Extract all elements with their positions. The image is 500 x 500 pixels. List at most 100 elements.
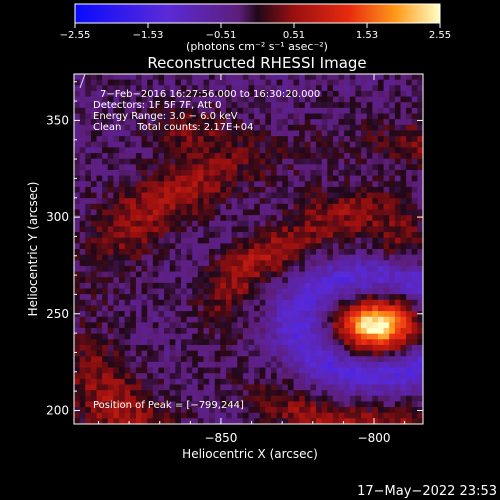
heatmap-cell xyxy=(113,395,120,402)
heatmap-cell xyxy=(90,186,97,193)
heatmap-cell xyxy=(175,107,182,114)
heatmap-cell xyxy=(248,339,255,346)
heatmap-cell xyxy=(349,164,356,171)
heatmap-cell xyxy=(74,119,81,126)
heatmap-cell xyxy=(349,322,356,329)
heatmap-cell xyxy=(158,271,165,278)
heatmap-cell xyxy=(366,90,373,97)
heatmap-cell xyxy=(417,215,424,222)
heatmap-cell xyxy=(135,175,142,182)
heatmap-cell xyxy=(225,249,233,256)
heatmap-cell xyxy=(316,299,323,306)
heatmap-cell xyxy=(192,147,199,154)
heatmap-cell xyxy=(411,373,418,380)
heatmap-cell xyxy=(85,407,92,414)
heatmap-cell xyxy=(135,378,142,385)
heatmap-cell xyxy=(242,333,249,340)
heatmap-cell xyxy=(394,124,401,131)
heatmap-cell xyxy=(90,232,97,239)
heatmap-cell xyxy=(141,344,148,352)
heatmap-cell xyxy=(209,220,216,227)
heatmap-cell xyxy=(394,373,401,380)
heatmap-cell xyxy=(197,299,204,306)
heatmap-cell xyxy=(79,322,86,329)
heatmap-cell xyxy=(158,361,165,368)
heatmap-cell xyxy=(377,350,384,357)
heatmap-cell xyxy=(377,102,384,109)
heatmap-cell xyxy=(74,113,81,120)
heatmap-cell xyxy=(113,356,120,363)
heatmap-cell xyxy=(400,328,407,335)
heatmap-cell xyxy=(265,412,272,419)
heatmap-cell xyxy=(389,373,396,380)
heatmap-cell xyxy=(389,136,396,143)
heatmap-cell xyxy=(135,147,142,154)
heatmap-cell xyxy=(90,350,97,357)
heatmap-cell xyxy=(180,282,187,289)
heatmap-cell xyxy=(259,395,266,402)
heatmap-cell xyxy=(332,254,339,261)
heatmap-cell xyxy=(197,288,204,295)
heatmap-cell xyxy=(276,164,283,171)
heatmap-cell xyxy=(389,384,396,391)
heatmap-cell xyxy=(74,390,81,397)
heatmap-cell xyxy=(130,175,137,182)
heatmap-cell xyxy=(394,356,401,363)
heatmap-cell xyxy=(90,209,97,216)
heatmap-cell xyxy=(164,311,171,318)
heatmap-cell xyxy=(361,226,368,233)
heatmap-cell xyxy=(282,119,289,126)
heatmap-cell xyxy=(124,147,131,154)
heatmap-cell xyxy=(90,305,97,312)
heatmap-cell xyxy=(197,265,204,272)
heatmap-cell xyxy=(338,169,345,177)
heatmap-cell xyxy=(271,407,278,414)
heatmap-cell xyxy=(310,265,317,272)
heatmap-cell xyxy=(293,339,300,346)
heatmap-cell xyxy=(265,350,272,357)
heatmap-cell xyxy=(90,254,97,261)
heatmap-cell xyxy=(158,367,165,374)
heatmap-cell xyxy=(417,136,424,143)
heatmap-cell xyxy=(85,282,92,289)
heatmap-cell xyxy=(361,209,368,216)
heatmap-cell xyxy=(299,265,306,272)
heatmap-cell xyxy=(214,418,221,425)
heatmap-cell xyxy=(259,378,266,385)
heatmap-cell xyxy=(299,390,306,397)
heatmap-cell xyxy=(113,169,120,177)
heatmap-cell xyxy=(271,373,278,380)
heatmap-cell xyxy=(372,107,379,114)
heatmap-cell xyxy=(141,395,148,402)
heatmap-cell xyxy=(107,265,114,272)
heatmap-cell xyxy=(164,141,171,148)
heatmap-cell xyxy=(327,328,334,335)
heatmap-cell xyxy=(209,395,216,402)
heatmap-cell xyxy=(164,395,171,402)
heatmap-cell xyxy=(394,90,401,97)
heatmap-cell xyxy=(254,328,261,335)
heatmap-cell xyxy=(175,356,182,363)
heatmap-cell xyxy=(355,367,362,374)
heatmap-cell xyxy=(90,107,97,114)
heatmap-cell xyxy=(203,316,210,323)
heatmap-cell xyxy=(113,373,120,380)
heatmap-cell xyxy=(372,79,379,86)
heatmap-cell xyxy=(344,119,351,126)
heatmap-cell xyxy=(79,96,86,103)
heatmap-cell xyxy=(124,107,131,114)
heatmap-cell xyxy=(147,265,154,272)
heatmap-cell xyxy=(321,265,328,272)
heatmap-cell xyxy=(310,141,317,148)
heatmap-cell xyxy=(383,102,390,109)
colorbar xyxy=(74,3,441,24)
heatmap-cell xyxy=(372,74,379,81)
heatmap-cell xyxy=(400,356,407,363)
heatmap-cell xyxy=(321,390,328,397)
heatmap-cell xyxy=(344,384,351,391)
heatmap-cell xyxy=(372,361,379,368)
heatmap-cell xyxy=(372,175,379,182)
heatmap-cell xyxy=(389,288,396,295)
heatmap-cell xyxy=(411,361,418,368)
heatmap-cell xyxy=(383,288,390,295)
